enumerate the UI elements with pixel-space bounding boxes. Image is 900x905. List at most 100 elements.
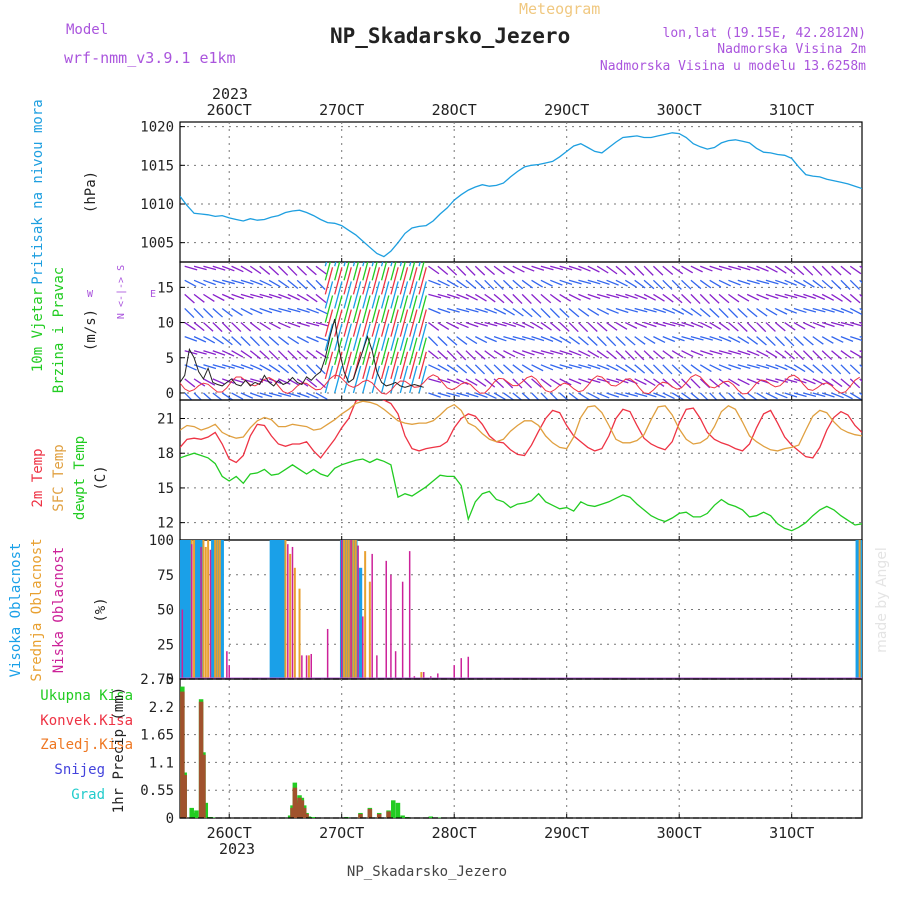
wind-barb: [746, 392, 758, 400]
cloud-ytick-label: 50: [157, 603, 174, 619]
bar-srednja-oblacnost: [307, 655, 310, 679]
wind-barb: [521, 350, 535, 356]
bar-niska-oblacnost: [200, 546, 202, 679]
wind-barb: [203, 265, 217, 271]
wind-barb: [765, 392, 778, 400]
wind-barb: [756, 307, 768, 317]
wind-barb: [784, 265, 796, 275]
cloud-label3: Niska Oblacnost: [51, 547, 67, 673]
wind-barb: [531, 321, 544, 330]
wind-barb: [315, 293, 327, 304]
pressure-unit: (hPa): [83, 171, 99, 213]
wind-ytick-label: 15: [157, 280, 174, 296]
wind-barb: [831, 293, 843, 302]
wind-barb: [493, 364, 504, 375]
wind-barb: [502, 293, 514, 304]
wind-barb: [746, 265, 760, 271]
wind-barb: [765, 378, 779, 384]
wind-barb: [456, 378, 469, 385]
wind-barb: [587, 392, 600, 400]
wind-panel: 0 5 10 15: [157, 261, 863, 402]
wind-barb: [859, 265, 862, 269]
wind-barb: [222, 279, 235, 285]
wind-barb: [278, 293, 291, 300]
cloud-ytick-label: 25: [157, 637, 174, 653]
bar-srednja-oblacnost: [216, 540, 219, 679]
wind-barb: [249, 350, 261, 360]
wind-barb: [859, 307, 862, 311]
wind-barb: [784, 350, 795, 360]
wind-barb: [821, 336, 834, 344]
wind-barb: [306, 307, 319, 314]
legend-zaledj: Zaledj.Kisa: [40, 737, 133, 753]
wind-barb: [343, 262, 350, 281]
wind-barb: [334, 337, 343, 365]
wind-ytick-label: 5: [166, 351, 174, 367]
wind-barb: [493, 307, 507, 315]
wind-barb: [418, 295, 427, 323]
wind-barb: [446, 336, 458, 346]
wind-barb: [803, 307, 817, 313]
wind-barb: [606, 336, 617, 347]
wind-barb: [409, 267, 418, 295]
wind-barb: [343, 295, 352, 323]
bar-srednja-oblacnost: [420, 672, 423, 679]
wind-barb: [568, 378, 582, 385]
wind-barb: [193, 350, 207, 355]
bar-srednja-oblacnost: [207, 540, 210, 679]
wind-barb: [531, 293, 542, 304]
wind-barb: [278, 321, 291, 329]
wind-barb: [690, 265, 703, 273]
wind-barb: [512, 336, 526, 341]
wind-barb: [812, 293, 826, 300]
wind-barb: [493, 336, 507, 342]
bar-ukupna-kisa: [428, 816, 434, 818]
wind-barb: [634, 321, 647, 329]
wind-barb: [250, 307, 263, 315]
wind-barb: [249, 336, 260, 347]
bar-niska-oblacnost: [209, 549, 212, 679]
bar-srednja-oblacnost: [293, 567, 296, 679]
wind-barb: [859, 364, 862, 368]
wind-barb: [212, 307, 223, 318]
pressure-panel: 1005 1010 1015 1020: [140, 120, 863, 263]
wind-barb: [812, 321, 826, 328]
wind-barb: [231, 336, 242, 346]
wind-barb: [184, 308, 195, 319]
wind-barb: [240, 364, 254, 370]
bar-visoka-oblacnost: [211, 540, 215, 679]
wind-barb: [437, 293, 451, 299]
wind-barb: [737, 293, 750, 302]
wind-barb: [278, 336, 290, 346]
wind-barb: [578, 279, 592, 285]
wind-barb: [512, 350, 526, 357]
wind-barb: [259, 265, 271, 275]
wind-barb: [859, 279, 862, 284]
wind-barb: [549, 322, 561, 332]
wind-barb: [699, 279, 712, 289]
precip-ytick-label: 0.55: [140, 783, 174, 799]
wind-barb: [549, 392, 559, 400]
wind-barb: [287, 321, 301, 328]
wind-barb: [212, 378, 225, 385]
wind-barb: [324, 281, 334, 309]
wind-barb: [756, 364, 770, 369]
wind-barb: [184, 322, 196, 331]
temp-label2: SFC Temp: [51, 444, 67, 511]
wind-barb: [184, 378, 196, 388]
bottom-date-labels: 26OCT 27OCT 28OCT 29OCT 30OCT 31OCT: [207, 824, 815, 842]
wind-barb: [774, 265, 787, 274]
wind-barb: [465, 350, 476, 361]
wind-barb: [643, 350, 654, 361]
wind-barb: [765, 364, 779, 370]
wind-barb: [343, 267, 352, 295]
wind-barb: [446, 350, 457, 361]
wind-barb: [456, 364, 468, 374]
wind-barb: [718, 322, 730, 331]
wind-barb: [831, 336, 844, 343]
wind-barb: [587, 293, 601, 300]
wind-barb: [559, 322, 570, 332]
wind-barb: [390, 337, 399, 365]
wind-barb: [456, 293, 469, 300]
wind-barb: [418, 337, 427, 365]
